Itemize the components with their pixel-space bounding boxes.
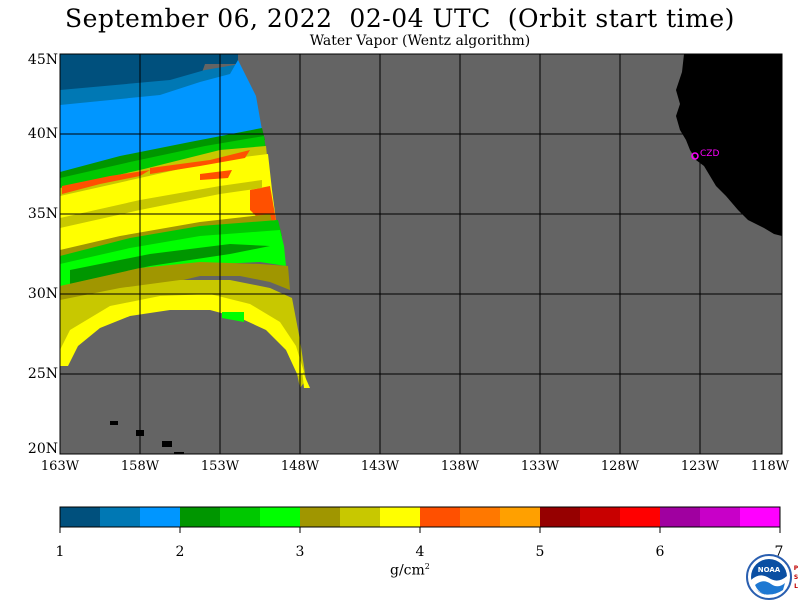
north-america-land: [676, 54, 782, 236]
water-vapor-swath: [60, 54, 310, 388]
grid-lines: [60, 54, 782, 454]
lat-label: 30N: [27, 286, 58, 302]
colorbar-tick-label: 5: [535, 544, 545, 560]
lon-label: 158W: [120, 459, 160, 474]
units-text: g/cm: [390, 562, 425, 579]
colorbar-swatch: [740, 507, 781, 527]
colorbar-units: g/cm2: [390, 562, 430, 579]
station-marker: [691, 152, 699, 160]
colorbar-swatch: [100, 507, 141, 527]
lat-label: 20N: [27, 441, 58, 457]
colorbar-swatch: [420, 507, 461, 527]
lon-label: 133W: [520, 459, 560, 474]
lon-label: 143W: [360, 459, 400, 474]
colorbar-swatch: [620, 507, 661, 527]
lon-label: 118W: [750, 459, 790, 474]
lat-label: 35N: [27, 206, 58, 222]
map-subtitle: Water Vapor (Wentz algorithm): [309, 33, 531, 49]
colorbar-swatch: [140, 507, 181, 527]
lon-label: 148W: [280, 459, 320, 474]
colorbar-swatch: [540, 507, 581, 527]
lon-label: 163W: [40, 459, 80, 474]
lon-label: 153W: [200, 459, 240, 474]
lat-label: 40N: [27, 126, 58, 142]
logo-text: NOAA: [758, 566, 781, 574]
colorbar-swatch: [700, 507, 741, 527]
colorbar: [59, 506, 781, 533]
lon-label: 128W: [600, 459, 640, 474]
logo-side-letter: L: [794, 583, 798, 590]
colorbar-tick-label: 7: [774, 544, 784, 560]
colorbar-swatch: [500, 507, 541, 527]
colorbar-swatch: [660, 507, 701, 527]
noaa-logo: NOAA P S L: [746, 554, 799, 600]
colorbar-swatch: [220, 507, 261, 527]
logo-side-letter: P: [794, 565, 799, 572]
colorbar-swatch: [60, 507, 101, 527]
colorbar-tick-label: 6: [655, 544, 665, 560]
colorbar-swatch: [260, 507, 301, 527]
colorbar-tick-label: 2: [175, 544, 185, 560]
colorbar-tick-label: 4: [415, 544, 425, 560]
colorbar-swatch: [380, 507, 421, 527]
map-frame: [59, 53, 783, 455]
colorbar-swatch: [180, 507, 221, 527]
lon-label: 138W: [440, 459, 480, 474]
map-title: September 06, 2022 02-04 UTC (Orbit star…: [65, 4, 735, 33]
colorbar-swatch: [340, 507, 381, 527]
colorbar-tick-label: 1: [55, 544, 65, 560]
colorbar-tick-label: 3: [295, 544, 305, 560]
colorbar-swatch: [580, 507, 621, 527]
station-label: CZD: [700, 149, 719, 159]
logo-side-letter: S: [794, 574, 798, 581]
lon-label: 123W: [680, 459, 720, 474]
lat-label: 45N: [27, 52, 58, 68]
lat-label: 25N: [27, 366, 58, 382]
units-exponent: 2: [424, 562, 430, 571]
colorbar-swatch: [300, 507, 341, 527]
colorbar-swatch: [460, 507, 501, 527]
